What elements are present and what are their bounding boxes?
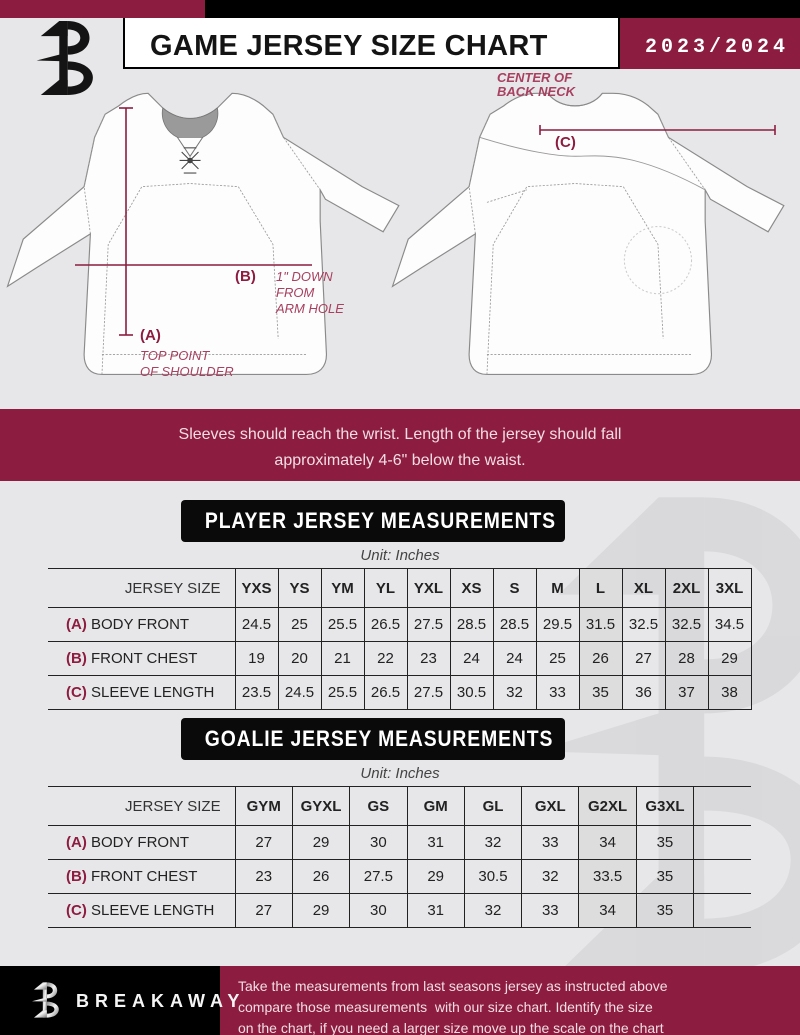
svg-text:BACK NECK: BACK NECK — [497, 84, 577, 99]
svg-text:CENTER OF: CENTER OF — [497, 70, 573, 85]
svg-text:(C): (C) — [555, 134, 576, 151]
